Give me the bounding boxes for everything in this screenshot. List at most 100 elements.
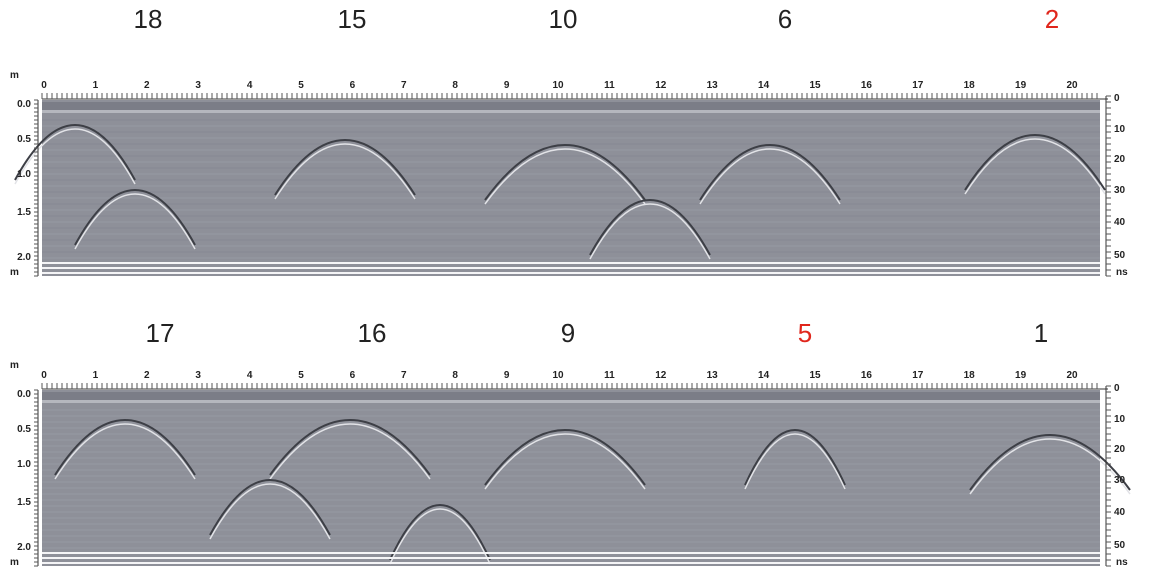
depth-tick-label: 1.0 <box>17 169 31 180</box>
distance-tick-label: 5 <box>298 80 304 91</box>
hyperbola <box>484 144 646 201</box>
time-tick-label: 20 <box>1114 154 1126 165</box>
hyperbola <box>699 144 841 201</box>
depth-tick-label: 2.0 <box>17 252 31 263</box>
time-tick-label: 40 <box>1114 217 1126 228</box>
marker-label: 5 <box>798 318 812 348</box>
distance-tick-label: 14 <box>758 370 770 381</box>
radargram <box>42 100 1100 276</box>
hyperbola <box>54 419 196 476</box>
hyperbola <box>589 203 711 260</box>
hyperbola <box>699 148 841 205</box>
hyperbola <box>74 189 196 246</box>
time-tick-label: 0 <box>1114 93 1120 104</box>
hyperbola <box>274 139 416 196</box>
distance-tick-label: 11 <box>604 80 615 91</box>
hyperbola <box>964 138 1106 195</box>
hyperbola <box>274 143 416 200</box>
depth-tick-label: 0.0 <box>17 389 31 400</box>
distance-unit: m <box>10 360 19 371</box>
depth-tick-label: 1.5 <box>17 207 31 218</box>
distance-tick-label: 12 <box>655 80 667 91</box>
distance-tick-label: 2 <box>144 80 150 91</box>
hyperbola <box>744 429 846 486</box>
time-tick-label: 0 <box>1114 383 1120 394</box>
distance-tick-label: 9 <box>504 370 510 381</box>
depth-tick-label: 0.5 <box>17 424 31 435</box>
distance-tick-label: 18 <box>964 80 976 91</box>
depth-tick-label: 0.5 <box>17 134 31 145</box>
hyperbola <box>484 148 646 205</box>
marker-label: 10 <box>549 4 578 34</box>
hyperbola <box>269 423 431 480</box>
time-tick-label: 50 <box>1114 540 1126 551</box>
hyperbola <box>14 128 136 185</box>
hyperbola <box>14 124 136 181</box>
time-tick-label: 50 <box>1114 250 1126 261</box>
distance-tick-label: 18 <box>964 370 976 381</box>
distance-tick-label: 10 <box>552 370 564 381</box>
distance-tick-label: 4 <box>247 80 253 91</box>
marker-label: 2 <box>1045 4 1059 34</box>
time-tick-label: 30 <box>1114 475 1126 486</box>
distance-unit: m <box>10 70 19 81</box>
hyperbola <box>744 433 846 490</box>
marker-label: 18 <box>134 4 163 34</box>
time-unit: ns <box>1116 267 1128 278</box>
marker-label: 17 <box>146 318 175 348</box>
radargram-panel: 17 16 9 5 1m0 1 2 3 4 5 6 7 8 9 10 11 12 13 14 15 16 17 18 19 20… <box>10 318 1131 568</box>
marker-label: 1 <box>1034 318 1048 348</box>
surface-band <box>42 400 1100 403</box>
time-tick-label: 20 <box>1114 444 1126 455</box>
distance-tick-label: 7 <box>401 370 407 381</box>
distance-tick-label: 8 <box>452 370 458 381</box>
distance-tick-label: 15 <box>809 370 821 381</box>
distance-tick-label: 20 <box>1066 80 1078 91</box>
depth-tick-label: 0.0 <box>17 99 31 110</box>
hyperbola <box>269 419 431 476</box>
radargram <box>42 390 1100 566</box>
distance-tick-label: 9 <box>504 80 510 91</box>
time-tick-label: 10 <box>1114 124 1126 135</box>
hyperbola <box>484 429 646 486</box>
depth-tick-label: 2.0 <box>17 542 31 553</box>
hyperbola <box>209 483 331 540</box>
distance-tick-label: 2 <box>144 370 150 381</box>
distance-tick-label: 16 <box>861 370 873 381</box>
time-tick-label: 40 <box>1114 507 1126 518</box>
marker-label: 6 <box>778 4 792 34</box>
distance-tick-label: 10 <box>552 80 564 91</box>
surface-band <box>42 102 1100 110</box>
hyperbola <box>389 508 491 565</box>
hyperbola <box>964 134 1106 191</box>
depth-tick-label: 1.0 <box>17 459 31 470</box>
distance-tick-label: 17 <box>912 370 924 381</box>
time-tick-label: 10 <box>1114 414 1126 425</box>
time-tick-label: 30 <box>1114 185 1126 196</box>
hyperbola <box>54 423 196 480</box>
distance-tick-label: 13 <box>707 80 719 91</box>
marker-label: 9 <box>561 318 575 348</box>
hyperbola <box>74 193 196 250</box>
distance-tick-label: 20 <box>1066 370 1078 381</box>
distance-tick-label: 7 <box>401 80 407 91</box>
distance-tick-label: 3 <box>195 370 201 381</box>
distance-tick-label: 6 <box>350 80 356 91</box>
depth-tick-label: 1.5 <box>17 497 31 508</box>
depth-unit: m <box>10 267 19 278</box>
hyperbola <box>969 434 1131 491</box>
hyperbola <box>484 433 646 490</box>
distance-tick-label: 5 <box>298 370 304 381</box>
time-unit: ns <box>1116 557 1128 568</box>
distance-tick-label: 15 <box>809 80 821 91</box>
distance-tick-label: 1 <box>93 370 99 381</box>
distance-tick-label: 0 <box>41 370 47 381</box>
distance-tick-label: 12 <box>655 370 667 381</box>
distance-tick-label: 16 <box>861 80 873 91</box>
surface-band <box>42 392 1100 400</box>
distance-tick-label: 6 <box>350 370 356 381</box>
distance-tick-label: 19 <box>1015 370 1027 381</box>
hyperbola <box>389 504 491 561</box>
radargram-panel: 18 15 10 6 2m0 1 2 3 4 5 6 7 8 9 10 11 12 13 14 15 16 17 18 19 2… <box>10 4 1128 278</box>
